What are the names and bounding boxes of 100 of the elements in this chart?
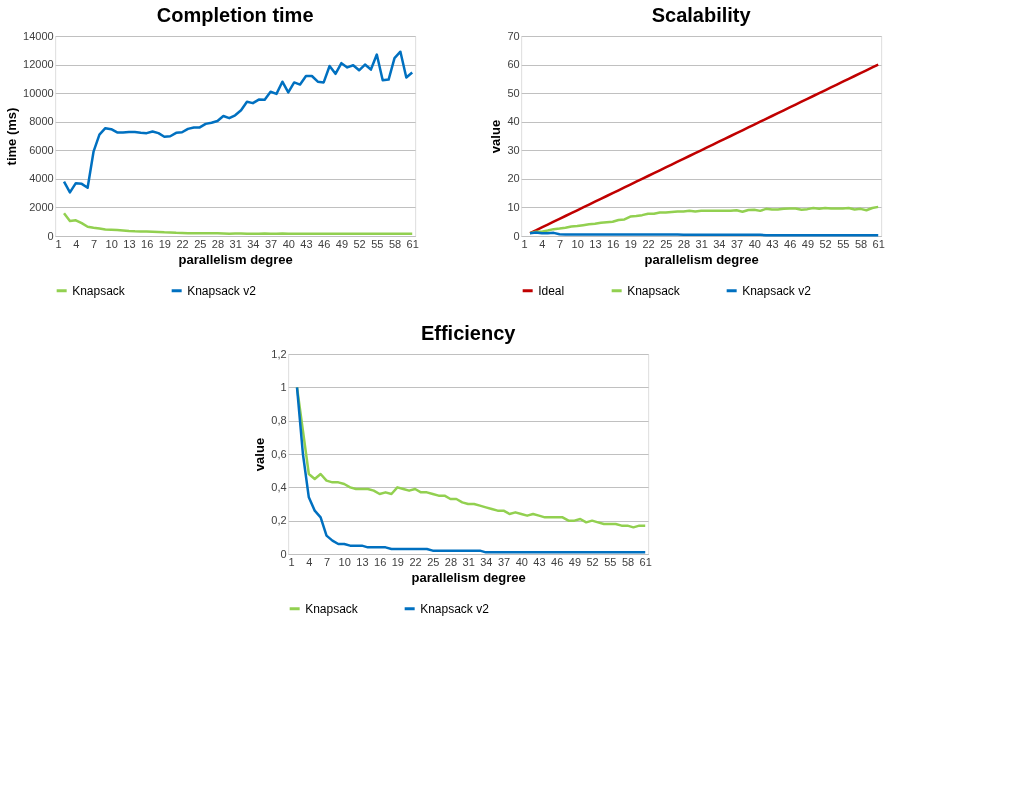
x-tick-label: 61: [872, 237, 885, 250]
y-tick-label: 0,4: [271, 480, 287, 493]
x-tick-label: 61: [639, 555, 652, 568]
x-tick-label: 37: [730, 237, 744, 250]
x-tick-label: 31: [462, 555, 475, 568]
legend-label: Knapsack v2: [742, 283, 812, 298]
x-tick-label: 40: [515, 555, 528, 568]
x-tick-label: 19: [158, 237, 171, 250]
x-tick-label: 46: [551, 555, 564, 568]
y-tick-label: 12000: [23, 58, 54, 71]
chart-title: Efficiency: [420, 322, 517, 344]
x-tick-label: 22: [176, 237, 189, 250]
x-axis-title: parallelism degree: [411, 569, 526, 585]
x-tick-label: 7: [556, 237, 564, 250]
x-tick-label: 34: [480, 555, 493, 568]
y-axis-title: value: [252, 437, 268, 472]
x-tick-label: 7: [323, 555, 331, 568]
x-axis-title: parallelism degree: [178, 251, 293, 267]
y-tick-label: 0: [280, 547, 287, 560]
x-tick-label: 16: [374, 555, 387, 568]
x-tick-label: 58: [621, 555, 635, 568]
x-tick-label: 28: [677, 237, 691, 250]
x-tick-label: 55: [604, 555, 617, 568]
y-tick-label: 30: [507, 143, 520, 156]
y-tick-label: 6000: [29, 143, 54, 156]
x-tick-label: 46: [784, 237, 797, 250]
y-tick-label: 0,8: [271, 414, 287, 427]
x-tick-label: 46: [318, 237, 331, 250]
x-tick-label: 25: [427, 555, 440, 568]
y-tick-label: 0,2: [271, 514, 287, 527]
x-tick-label: 49: [801, 237, 815, 250]
x-tick-label: 43: [766, 237, 779, 250]
x-tick-label: 19: [391, 555, 404, 568]
x-tick-label: 34: [247, 237, 260, 250]
y-tick-label: 40: [507, 115, 520, 128]
x-tick-label: 40: [748, 237, 761, 250]
x-tick-label: 1: [521, 237, 528, 250]
x-tick-label: 61: [406, 237, 419, 250]
y-tick-label: 1: [280, 380, 287, 393]
legend-label: Ideal: [538, 283, 565, 298]
legend-label: Knapsack: [305, 601, 359, 616]
legend-label: Knapsack: [627, 283, 681, 298]
x-tick-label: 49: [568, 555, 582, 568]
line-series: [62, 50, 414, 194]
x-tick-label: 28: [444, 555, 458, 568]
y-tick-label: 0,6: [271, 447, 287, 460]
x-tick-label: 10: [571, 237, 584, 250]
legend-label: Knapsack v2: [420, 601, 490, 616]
x-tick-label: 10: [105, 237, 118, 250]
line-series: [528, 205, 880, 235]
x-tick-label: 31: [229, 237, 242, 250]
x-tick-label: 1: [55, 237, 62, 250]
x-tick-label: 28: [211, 237, 225, 250]
y-tick-label: 70: [507, 29, 520, 42]
x-tick-label: 4: [73, 237, 80, 250]
y-tick-label: 60: [507, 58, 520, 71]
x-tick-label: 19: [624, 237, 637, 250]
y-tick-label: 8000: [29, 115, 54, 128]
y-tick-label: 20: [507, 172, 520, 185]
legend-label: Knapsack: [72, 283, 126, 298]
y-tick-label: 14000: [23, 29, 54, 42]
x-tick-label: 58: [854, 237, 868, 250]
x-tick-label: 55: [371, 237, 384, 250]
x-tick-label: 49: [335, 237, 349, 250]
x-tick-label: 52: [586, 555, 599, 568]
x-tick-label: 1: [288, 555, 295, 568]
x-tick-label: 7: [90, 237, 98, 250]
y-tick-label: 10: [507, 200, 520, 213]
x-tick-label: 31: [695, 237, 708, 250]
y-axis-title: time (ms): [4, 107, 20, 166]
x-tick-label: 4: [539, 237, 546, 250]
x-tick-label: 52: [819, 237, 832, 250]
x-tick-label: 13: [123, 237, 136, 250]
y-tick-label: 4000: [29, 172, 54, 185]
line-series: [62, 211, 414, 236]
x-tick-label: 16: [607, 237, 620, 250]
y-tick-label: 50: [507, 86, 520, 99]
legend-label: Knapsack v2: [187, 283, 257, 298]
x-tick-label: 4: [306, 555, 313, 568]
y-axis-title: value: [488, 119, 504, 154]
x-tick-label: 25: [194, 237, 207, 250]
x-tick-label: 34: [713, 237, 726, 250]
y-tick-label: 2000: [29, 200, 54, 213]
y-tick-label: 0: [513, 229, 520, 242]
chart-title: Scalability: [651, 4, 752, 26]
x-tick-label: 22: [642, 237, 655, 250]
x-tick-label: 37: [497, 555, 511, 568]
x-tick-label: 52: [353, 237, 366, 250]
x-tick-label: 43: [300, 237, 313, 250]
x-axis-title: parallelism degree: [644, 251, 759, 267]
x-tick-label: 55: [837, 237, 850, 250]
x-tick-label: 22: [409, 555, 422, 568]
x-tick-label: 10: [338, 555, 351, 568]
x-tick-label: 16: [141, 237, 154, 250]
x-tick-label: 43: [533, 555, 546, 568]
x-tick-label: 13: [356, 555, 369, 568]
x-tick-label: 58: [388, 237, 402, 250]
y-tick-label: 0: [47, 229, 54, 242]
chart-title: Completion time: [156, 4, 314, 26]
y-tick-label: 10000: [23, 86, 54, 99]
